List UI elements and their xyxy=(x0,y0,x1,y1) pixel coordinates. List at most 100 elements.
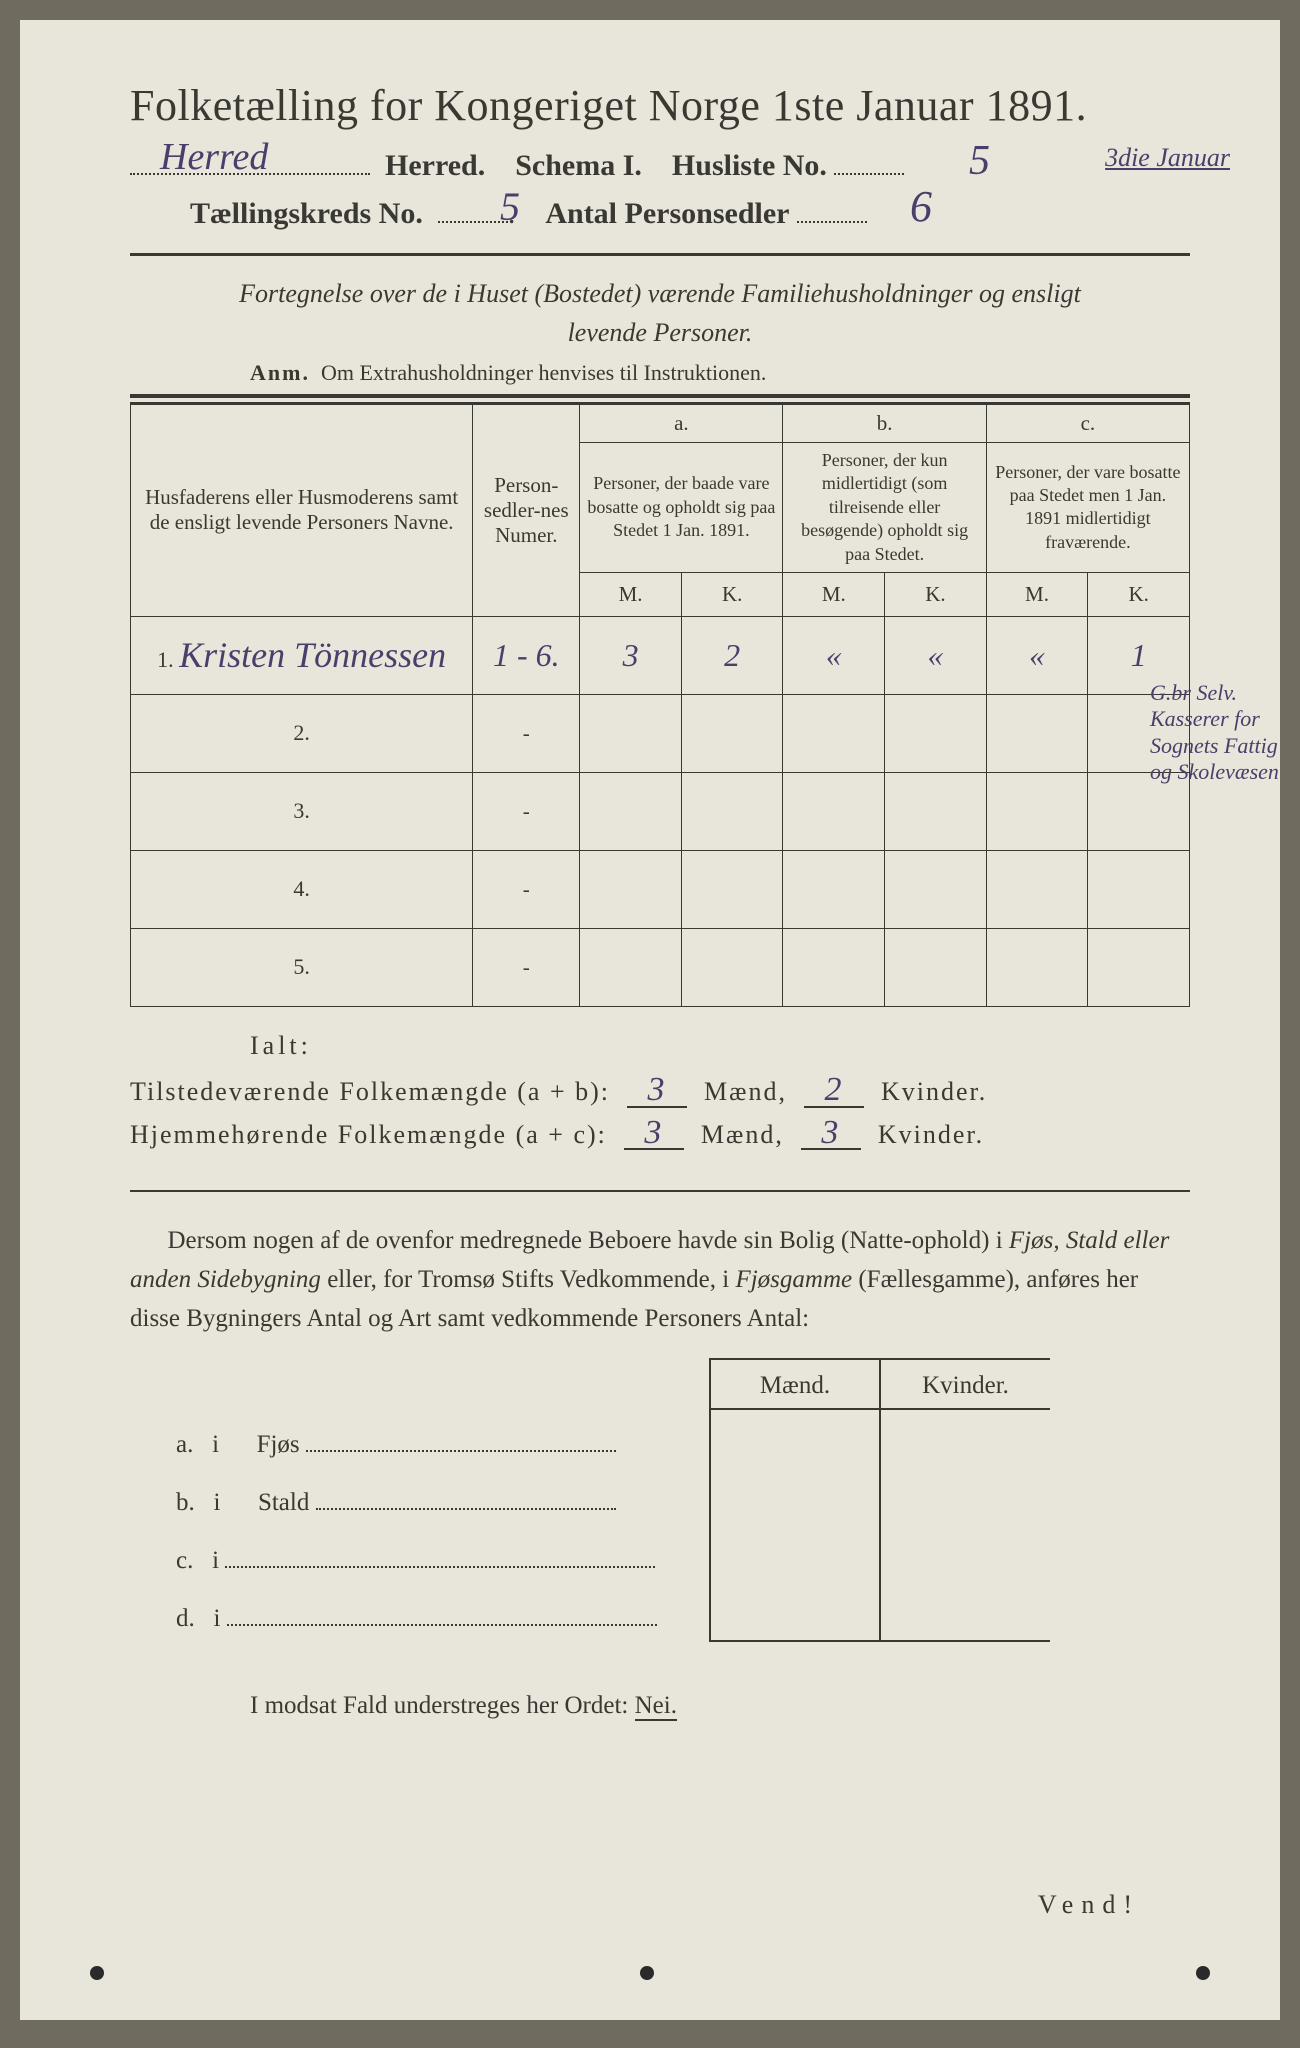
hw-date: 3die Januar xyxy=(1105,143,1230,173)
row-num: 4. xyxy=(131,850,473,928)
schema-label: Schema I. xyxy=(515,149,642,182)
hw-person-name: Kristen Tönnessen xyxy=(179,635,446,675)
ialt-label: Ialt: xyxy=(250,1031,1190,1061)
cell: - xyxy=(473,928,580,1006)
page-title: Folketælling for Kongeriget Norge 1ste J… xyxy=(130,80,1190,131)
hw-num: 1 - 6. xyxy=(493,637,560,673)
col-c-k: K. xyxy=(1088,572,1190,616)
hw-ac-k: 3 xyxy=(801,1118,861,1151)
table-row: 4. - xyxy=(131,850,1190,928)
header-line-3: Tællingskreds No. . 5 Antal Personsedler… xyxy=(190,197,1190,231)
row-num: 2. xyxy=(131,694,473,772)
census-form-page: Folketælling for Kongeriget Norge 1ste J… xyxy=(20,20,1280,2020)
col-header-a: Personer, der baade vare bosatte og opho… xyxy=(580,443,783,573)
col-a-k: K. xyxy=(681,572,783,616)
sb-i: i xyxy=(212,1431,219,1458)
sb-i: i xyxy=(214,1489,221,1516)
hw-ak: 2 xyxy=(724,637,740,673)
row-num: 3. xyxy=(131,772,473,850)
sb-label: Fjøs xyxy=(257,1431,300,1458)
col-b-m: M. xyxy=(783,572,885,616)
kvinder-label: Kvinder. xyxy=(881,1077,987,1106)
row-num: 5. xyxy=(131,928,473,1006)
antal-label: Antal Personsedler xyxy=(545,197,789,230)
herred-label: Herred. xyxy=(385,149,485,182)
summary-ac-label: Hjemmehørende Folkemængde (a + c): xyxy=(130,1120,607,1149)
husliste-label: Husliste No. xyxy=(672,149,827,182)
hw-husliste-no: 5 xyxy=(969,137,990,185)
sb-key: b. xyxy=(176,1489,195,1516)
col-header-b: Personer, der kun midlertidigt (som tilr… xyxy=(783,443,986,573)
punch-hole-icon xyxy=(1196,1966,1210,1980)
nei-word: Nei. xyxy=(635,1692,677,1721)
form-subtitle: Fortegnelse over de i Huset (Bostedet) v… xyxy=(130,274,1190,352)
sb-key: a. xyxy=(176,1431,193,1458)
col-header-a-top: a. xyxy=(580,405,783,443)
hw-bm: « xyxy=(826,637,842,673)
hw-ac-m: 3 xyxy=(624,1118,684,1151)
sb-i: i xyxy=(214,1605,221,1632)
hw-margin-note: G.br Selv. Kasserer for Sognets Fattig o… xyxy=(1150,680,1290,786)
vend-label: Vend! xyxy=(1038,1890,1140,1920)
summary-ac: Hjemmehørende Folkemængde (a + c): 3 Mæn… xyxy=(130,1118,1190,1151)
census-table: Husfaderens eller Husmoderens samt de en… xyxy=(130,404,1190,1007)
summary-ab-label: Tilstedeværende Folkemængde (a + b): xyxy=(130,1077,610,1106)
hw-ab-m: 3 xyxy=(627,1075,687,1108)
cell: - xyxy=(473,694,580,772)
hw-am: 3 xyxy=(623,637,639,673)
hw-bk: « xyxy=(927,637,943,673)
hw-antal: 6 xyxy=(910,181,932,232)
summary-ab: Tilstedeværende Folkemængde (a + b): 3 M… xyxy=(130,1075,1190,1108)
maend-label: Mænd, xyxy=(701,1120,784,1149)
col-c-m: M. xyxy=(986,572,1088,616)
sb-row: a. i Fjøs xyxy=(170,1409,1050,1467)
table-row: 3. - xyxy=(131,772,1190,850)
divider-2 xyxy=(130,394,1190,404)
para-t1: Dersom nogen af de ovenfor medregnede Be… xyxy=(168,1227,1009,1254)
col-header-c: Personer, der vare bosatte paa Stedet me… xyxy=(986,443,1189,573)
hw-herred-name: Herred xyxy=(160,135,268,179)
cell: - xyxy=(473,850,580,928)
subtitle-line2: levende Personer. xyxy=(568,318,753,347)
kreds-label: Tællingskreds No. xyxy=(190,197,423,230)
col-header-name: Husfaderens eller Husmoderens samt de en… xyxy=(131,405,473,617)
header-line-2: Herred Herred. Schema I. Husliste No. 5 … xyxy=(130,149,1190,183)
sb-label: Stald xyxy=(258,1489,309,1516)
sb-key: d. xyxy=(176,1605,195,1632)
sb-kvinder: Kvinder. xyxy=(880,1359,1050,1409)
para-em2: Fjøsgamme xyxy=(735,1266,852,1293)
side-building-table: Mænd. Kvinder. a. i Fjøs b. i Stald c. i… xyxy=(170,1358,1050,1642)
maend-label: Mænd, xyxy=(704,1077,787,1106)
divider-1 xyxy=(130,253,1190,256)
subtitle-line1: Fortegnelse over de i Huset (Bostedet) v… xyxy=(239,279,1081,308)
sb-i: i xyxy=(212,1547,219,1574)
anm-label: Anm. xyxy=(250,360,310,385)
row-num: 1. xyxy=(157,647,174,672)
hw-cm: « xyxy=(1029,637,1045,673)
nei-label: I modsat Fald understreges her Ordet: xyxy=(250,1692,628,1719)
col-header-c-top: c. xyxy=(986,405,1189,443)
col-b-k: K. xyxy=(885,572,987,616)
hw-ck: 1 xyxy=(1131,637,1147,673)
col-header-b-top: b. xyxy=(783,405,986,443)
sb-maend: Mænd. xyxy=(710,1359,880,1409)
sb-row: c. i xyxy=(170,1525,1050,1583)
para-t2: eller, for Tromsø Stifts Vedkommende, i xyxy=(321,1266,736,1293)
table-row: 1. Kristen Tönnessen 1 - 6. 3 2 « « « 1 xyxy=(131,616,1190,694)
nei-line: I modsat Fald understreges her Ordet: Ne… xyxy=(250,1692,1190,1720)
sb-row: d. i xyxy=(170,1583,1050,1641)
punch-hole-icon xyxy=(640,1966,654,1980)
sb-key: c. xyxy=(176,1547,193,1574)
table-row: 5. - xyxy=(131,928,1190,1006)
side-building-para: Dersom nogen af de ovenfor medregnede Be… xyxy=(130,1222,1190,1338)
anm-note: Anm. Om Extrahusholdninger henvises til … xyxy=(250,360,1190,386)
divider-3 xyxy=(130,1190,1190,1192)
col-header-num: Person-sedler-nes Numer. xyxy=(473,405,580,617)
cell: - xyxy=(473,772,580,850)
hw-kreds-no: 5 xyxy=(500,183,520,230)
sb-header: Mænd. Kvinder. xyxy=(170,1359,1050,1409)
punch-hole-icon xyxy=(90,1966,104,1980)
table-row: 2. - xyxy=(131,694,1190,772)
hw-ab-k: 2 xyxy=(804,1075,864,1108)
col-a-m: M. xyxy=(580,572,682,616)
